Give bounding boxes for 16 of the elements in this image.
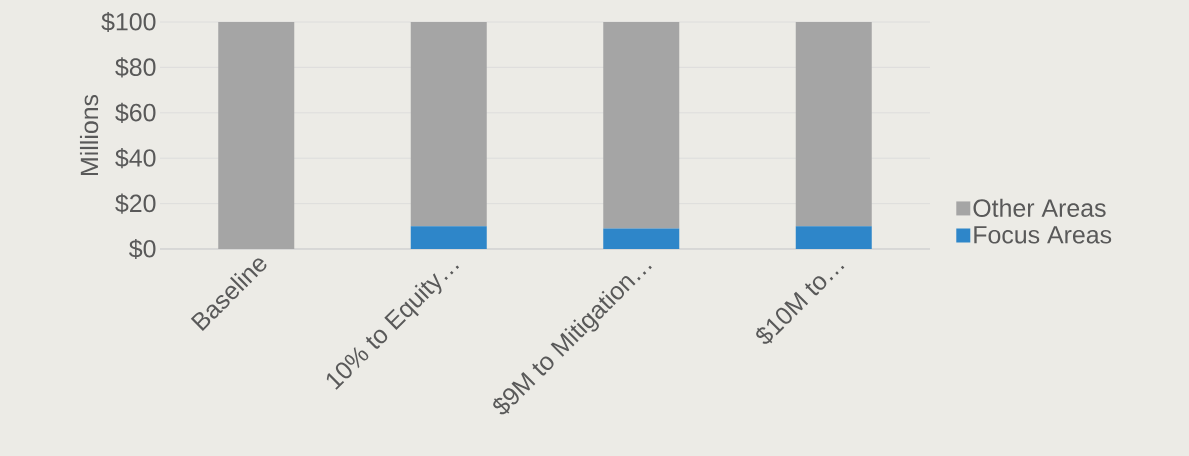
y-tick-label: $80: [115, 57, 156, 78]
bar: [410, 22, 487, 227]
y-tick-label: $0: [129, 238, 156, 260]
y-tick-label: $60: [115, 102, 156, 123]
bar: [795, 22, 872, 227]
y-tick-label: $20: [115, 193, 156, 214]
y-tick-label: $40: [115, 148, 156, 169]
legend-label: Focus Areas: [974, 226, 1112, 244]
bar: [410, 226, 487, 249]
bar: [218, 22, 295, 249]
y-axis-title: Millions: [79, 94, 99, 175]
bar: [795, 226, 872, 249]
y-tick-label: $100: [101, 11, 156, 33]
bar: [603, 228, 680, 249]
legend-label: Other Areas: [973, 198, 1106, 217]
bar: [603, 22, 680, 229]
